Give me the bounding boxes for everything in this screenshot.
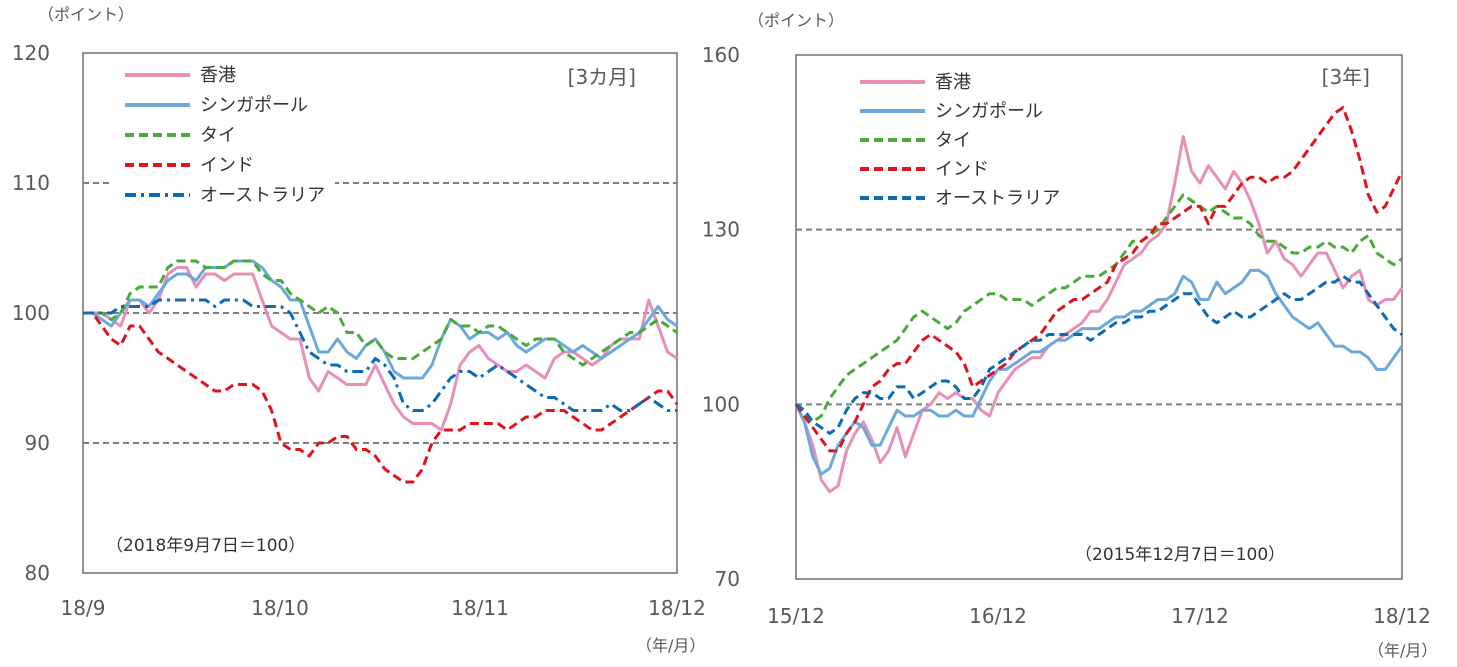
period-label: [3年]	[1322, 65, 1370, 89]
reference-lines	[83, 182, 677, 444]
y-tick-label: 100	[702, 392, 740, 416]
legend-label: オーストラリア	[200, 185, 325, 206]
x-tick-label: 17/12	[1171, 604, 1229, 628]
y-unit-label: （ポイント）	[38, 5, 134, 24]
x-tick-label: 15/12	[767, 604, 825, 628]
series-line	[83, 259, 678, 367]
legend-label: タイ	[935, 130, 971, 151]
series-lines	[83, 259, 679, 484]
x-tick-labels: 15/12 16/12 17/12 18/12	[767, 604, 1431, 628]
series-line	[83, 298, 677, 412]
legend-background	[852, 64, 1062, 214]
y-tick-label: 160	[702, 43, 740, 67]
x-unit-label: （年/月）	[636, 636, 705, 655]
y-tick-label: 80	[25, 561, 50, 585]
y-tick-label: 110	[12, 171, 50, 195]
x-tick-labels: 18/9 18/10 18/11 18/12	[61, 596, 706, 620]
series-line	[794, 193, 1403, 424]
legend-label: インド	[200, 155, 254, 176]
y-tick-label: 120	[12, 41, 50, 65]
x-tick-label: 18/12	[1373, 604, 1431, 628]
chart-right: （ポイント） （年/月） 70 100 130 160 15/12 16/12 17/12…	[702, 11, 1438, 660]
base-date-note: （2015年12月7日＝100）	[1075, 545, 1285, 565]
y-tick-label: 90	[25, 431, 50, 455]
series-line	[795, 274, 1403, 435]
legend-label: シンガポール	[200, 95, 308, 116]
legend-label: 香港	[935, 72, 971, 93]
series-line	[794, 105, 1404, 453]
x-unit-label: （年/月）	[1368, 641, 1437, 660]
legend-label: 香港	[200, 65, 236, 86]
y-tick-labels: 80 90 100 110 120	[12, 41, 50, 585]
chart-left: （ポイント） （年/月） 80 90 100 110 120 18/9 18/10 18/1…	[12, 5, 706, 655]
legend-label: インド	[935, 159, 989, 180]
y-tick-labels: 70 100 130 160	[702, 43, 740, 591]
series-line	[794, 135, 1404, 494]
x-tick-label: 18/12	[648, 596, 706, 620]
x-tick-label: 18/10	[251, 596, 309, 620]
x-tick-label: 16/12	[969, 604, 1027, 628]
reference-lines	[796, 228, 1402, 406]
series-line	[794, 268, 1404, 476]
series-lines	[794, 105, 1404, 494]
legend-label: タイ	[200, 125, 236, 146]
y-unit-label: （ポイント）	[748, 11, 844, 30]
y-tick-label: 100	[12, 301, 50, 325]
legend-background	[110, 60, 335, 228]
period-label: [3カ月]	[568, 65, 636, 89]
base-date-note: （2018年9月7日＝100）	[106, 536, 305, 556]
legend-label: オーストラリア	[935, 188, 1060, 209]
series-line	[83, 311, 679, 484]
y-tick-label: 70	[715, 567, 740, 591]
series-line	[83, 266, 678, 432]
y-tick-label: 130	[702, 218, 740, 242]
x-tick-label: 18/9	[61, 596, 106, 620]
legend-label: シンガポール	[935, 101, 1043, 122]
x-tick-label: 18/11	[451, 596, 509, 620]
